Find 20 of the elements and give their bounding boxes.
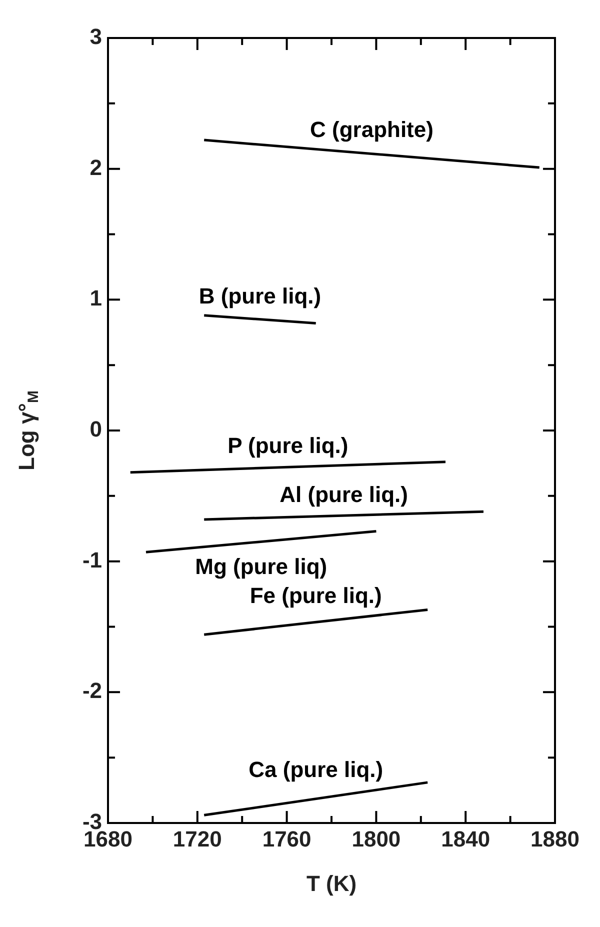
y-tick-label: 1 bbox=[90, 286, 102, 311]
y-tick-label: 2 bbox=[90, 154, 102, 180]
x-tick-label: 1840 bbox=[441, 826, 490, 852]
y-tick-label: -2 bbox=[82, 678, 102, 704]
series-label: C (graphite) bbox=[310, 116, 434, 142]
series-label: Al (pure liq.) bbox=[280, 482, 408, 507]
y-tick-label: 3 bbox=[90, 24, 102, 50]
x-axis-title: T (K) bbox=[306, 871, 357, 896]
series-label: Mg (pure liq) bbox=[195, 554, 328, 579]
y-axis-title: Log γ°M bbox=[14, 390, 42, 470]
x-tick-label: 1800 bbox=[352, 826, 401, 852]
series-label: Fe (pure liq.) bbox=[250, 582, 382, 608]
series-label: P (pure liq.) bbox=[228, 433, 348, 458]
x-tick-label: 1880 bbox=[530, 826, 580, 852]
y-tick-label: 0 bbox=[90, 416, 102, 442]
y-tick-label: -1 bbox=[82, 547, 102, 572]
series-label: B (pure liq.) bbox=[198, 283, 322, 308]
x-tick-label: 1760 bbox=[262, 826, 312, 852]
series-label: Ca (pure liq.) bbox=[248, 757, 384, 782]
x-tick-label: 1720 bbox=[172, 826, 222, 852]
